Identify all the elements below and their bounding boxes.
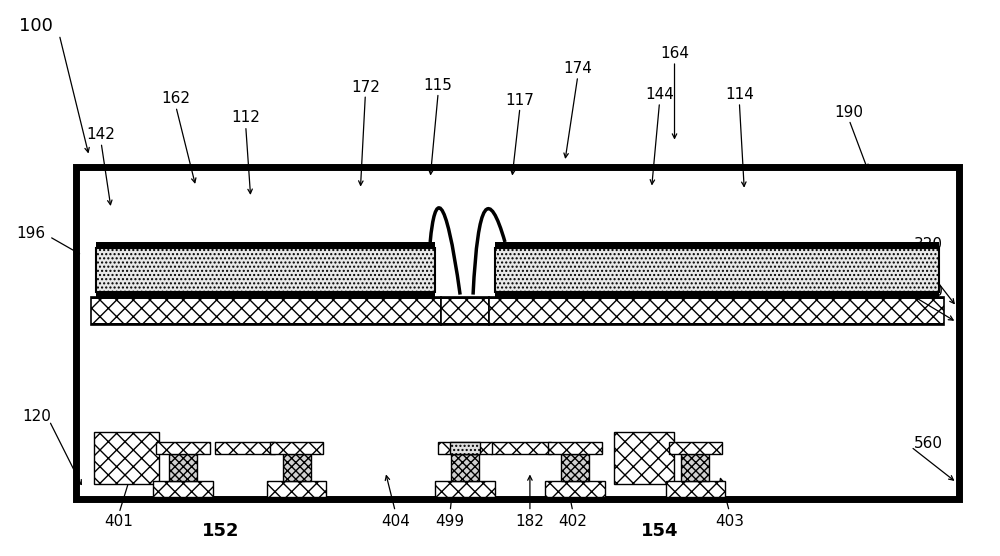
Text: 401: 401 [105, 514, 133, 529]
Text: 403: 403 [715, 514, 744, 529]
Bar [267, 481, 326, 497]
Text: 164: 164 [660, 47, 689, 62]
Text: 154: 154 [641, 523, 678, 540]
Bar [270, 443, 323, 454]
Bar [495, 242, 939, 247]
Bar [495, 292, 939, 297]
Bar [153, 481, 213, 497]
Bar [450, 443, 480, 454]
Bar [489, 323, 944, 325]
Bar [91, 297, 441, 325]
Text: 152: 152 [202, 523, 240, 540]
Bar [681, 454, 709, 481]
Bar [495, 247, 939, 292]
Bar [96, 242, 435, 247]
Bar [96, 292, 435, 297]
Bar [76, 167, 959, 499]
Bar [561, 454, 589, 481]
Text: 560: 560 [914, 436, 943, 451]
Bar [666, 481, 725, 497]
Bar [435, 481, 495, 497]
Text: 144: 144 [645, 87, 674, 102]
Bar [96, 247, 435, 292]
Text: 404: 404 [381, 514, 410, 529]
Text: 142: 142 [87, 127, 116, 142]
Text: 114: 114 [725, 87, 754, 102]
Text: 402: 402 [558, 514, 587, 529]
Bar [283, 454, 311, 481]
Text: 174: 174 [563, 61, 592, 76]
Bar [438, 443, 492, 454]
Text: 320: 320 [914, 237, 943, 252]
Bar [489, 297, 944, 325]
Bar [451, 454, 479, 481]
Text: 440: 440 [914, 284, 943, 299]
Text: 182: 182 [515, 514, 544, 529]
Bar [94, 433, 159, 484]
Bar [545, 481, 605, 497]
Bar [169, 454, 197, 481]
Bar [215, 443, 275, 454]
Text: 120: 120 [22, 409, 51, 424]
Text: 112: 112 [231, 110, 260, 125]
Bar [614, 433, 674, 484]
Bar [91, 297, 441, 299]
Text: 172: 172 [351, 80, 380, 95]
Text: 162: 162 [161, 91, 190, 106]
Text: 499: 499 [436, 514, 465, 529]
Bar [489, 297, 944, 299]
Bar [669, 443, 722, 454]
Bar [91, 323, 441, 325]
Bar [441, 297, 489, 325]
Text: 100: 100 [19, 17, 53, 35]
Bar [491, 443, 551, 454]
Text: 115: 115 [424, 78, 453, 93]
Text: 117: 117 [506, 93, 534, 108]
Bar [441, 297, 489, 299]
Bar [441, 323, 489, 325]
Text: 196: 196 [17, 226, 46, 241]
Bar [156, 443, 210, 454]
Text: 190: 190 [835, 105, 864, 120]
Bar [548, 443, 602, 454]
